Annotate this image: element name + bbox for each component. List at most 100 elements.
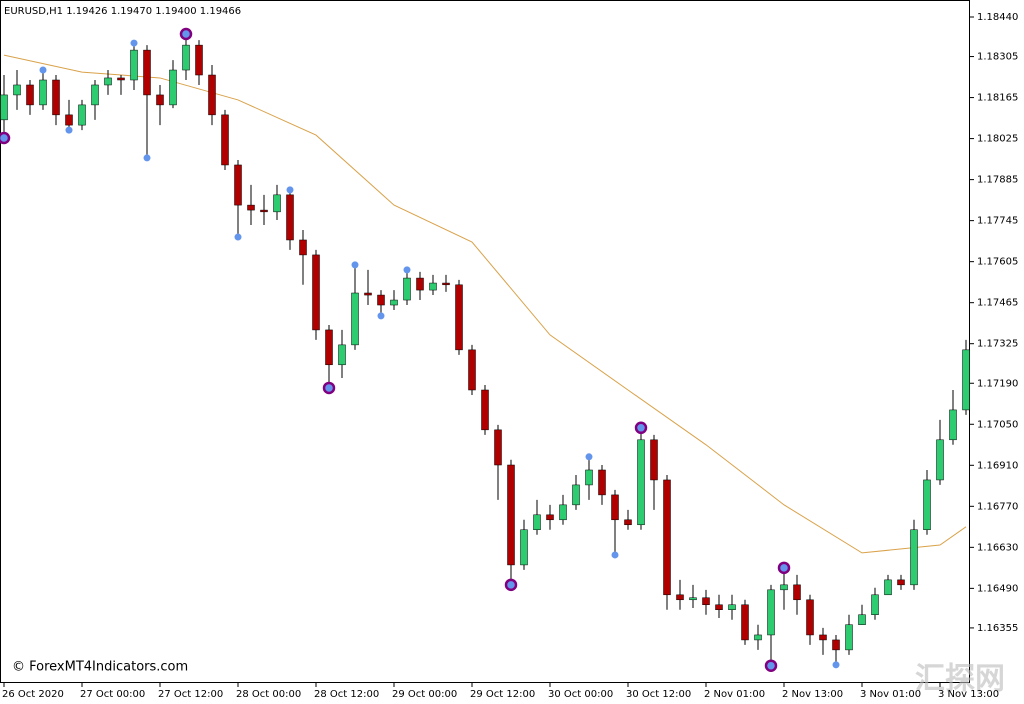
- minor-swing-point: [585, 453, 593, 461]
- bear-candle-body: [546, 514, 554, 521]
- bear-candle-body: [312, 254, 320, 331]
- y-tick-label: 1.17885: [977, 175, 1018, 186]
- bear-candle-body: [247, 204, 255, 211]
- major-swing-point: [0, 131, 11, 145]
- x-tick-label: 26 Oct 2020: [2, 689, 64, 700]
- bear-candle-body: [52, 79, 60, 116]
- bear-candle-body: [260, 209, 268, 213]
- minor-swing-point: [65, 126, 73, 134]
- bear-candle-body: [117, 77, 125, 81]
- bull-candle-body: [910, 529, 918, 586]
- bull-candle-body: [0, 94, 8, 121]
- bull-candle-body: [884, 579, 892, 596]
- bear-candle-body: [325, 329, 333, 366]
- logo-watermark: 汇探网: [915, 662, 1005, 697]
- bear-candle-body: [507, 464, 515, 566]
- bear-candle-body: [715, 604, 723, 610]
- bear-candle-body: [494, 429, 502, 466]
- bull-candle-body: [78, 104, 86, 126]
- bear-candle-body: [741, 604, 749, 641]
- bear-candle-body: [455, 284, 463, 351]
- bear-candle-body: [481, 389, 489, 431]
- bear-candle-body: [286, 194, 294, 241]
- x-tick-label: 27 Oct 12:00: [158, 689, 223, 700]
- minor-swing-point: [39, 66, 47, 74]
- bull-candle-body: [273, 194, 281, 213]
- chart-title: EURUSD,H1 1.19426 1.19470 1.19400 1.1946…: [4, 6, 241, 17]
- minor-swing-point: [286, 186, 294, 194]
- y-tick-label: 1.17050: [977, 419, 1018, 430]
- bull-candle-body: [390, 299, 398, 306]
- bear-candle-body: [702, 597, 710, 606]
- bull-candle-body: [767, 589, 775, 636]
- bear-candle-body: [195, 44, 203, 76]
- bull-candle-body: [104, 77, 112, 86]
- x-tick-label: 29 Oct 00:00: [392, 689, 457, 700]
- bear-candle-body: [442, 282, 450, 286]
- bull-candle-body: [858, 614, 866, 625]
- watermark: © ForexMT4Indicators.com: [12, 660, 188, 675]
- major-swing-point: [634, 421, 648, 435]
- bear-candle-body: [624, 519, 632, 526]
- x-tick-label: 3 Nov 13:00: [938, 689, 999, 700]
- bull-candle-body: [169, 69, 177, 106]
- bull-candle-body: [13, 84, 21, 96]
- bull-candle-body: [520, 529, 528, 566]
- bull-candle-body: [637, 439, 645, 526]
- bear-candle-body: [65, 114, 73, 126]
- bull-candle-body: [585, 469, 593, 486]
- x-tick-label: 29 Oct 12:00: [470, 689, 535, 700]
- bull-candle-body: [689, 597, 697, 601]
- major-swing-point: [777, 561, 791, 575]
- x-tick-label: 28 Oct 12:00: [314, 689, 379, 700]
- y-tick-label: 1.18440: [977, 12, 1018, 23]
- bull-candle-body: [936, 439, 944, 481]
- bull-candle-body: [39, 79, 47, 106]
- bull-candle-body: [338, 344, 346, 366]
- bear-candle-body: [832, 639, 840, 651]
- x-tick-label: 2 Nov 13:00: [782, 689, 843, 700]
- major-swing-point: [322, 381, 336, 395]
- bear-candle-body: [156, 94, 164, 106]
- minor-swing-point: [403, 266, 411, 274]
- x-tick-label: 30 Oct 00:00: [548, 689, 613, 700]
- y-tick-label: 1.16490: [977, 583, 1018, 594]
- minor-swing-point: [143, 154, 151, 162]
- bull-candle-body: [351, 292, 359, 346]
- bull-candle-body: [403, 277, 411, 301]
- y-tick-label: 1.17325: [977, 339, 1018, 350]
- y-tick-label: 1.17190: [977, 378, 1018, 389]
- y-tick-label: 1.17605: [977, 257, 1018, 268]
- bear-candle-body: [897, 579, 905, 586]
- minor-swing-point: [377, 312, 385, 320]
- bear-candle-body: [663, 479, 671, 596]
- bear-candle-body: [793, 584, 801, 601]
- bull-candle-body: [429, 282, 437, 291]
- x-tick-label: 27 Oct 00:00: [80, 689, 145, 700]
- y-tick-label: 1.16355: [977, 623, 1018, 634]
- bull-candle-body: [871, 594, 879, 615]
- y-tick-label: 1.17465: [977, 298, 1018, 309]
- bear-candle-body: [611, 494, 619, 521]
- bear-candle-body: [676, 594, 684, 601]
- bear-candle-body: [377, 294, 385, 306]
- bear-candle-body: [364, 292, 372, 296]
- bear-candle-body: [650, 439, 658, 481]
- minor-swing-point: [611, 551, 619, 559]
- minor-swing-point: [351, 261, 359, 269]
- bull-candle-body: [91, 84, 99, 106]
- x-tick-label: 2 Nov 01:00: [704, 689, 765, 700]
- major-swing-point: [504, 578, 518, 592]
- y-tick-label: 1.16630: [977, 542, 1018, 553]
- bear-candle-body: [234, 164, 242, 206]
- y-tick-label: 1.18025: [977, 134, 1018, 145]
- bull-candle-body: [780, 584, 788, 591]
- bull-candle-body: [533, 514, 541, 531]
- plot-frame: [0, 0, 970, 683]
- bear-candle-body: [806, 599, 814, 636]
- bull-candle-body: [728, 604, 736, 610]
- bull-candle-body: [923, 479, 931, 531]
- bull-candle-body: [572, 484, 580, 506]
- x-tick-label: 30 Oct 12:00: [626, 689, 691, 700]
